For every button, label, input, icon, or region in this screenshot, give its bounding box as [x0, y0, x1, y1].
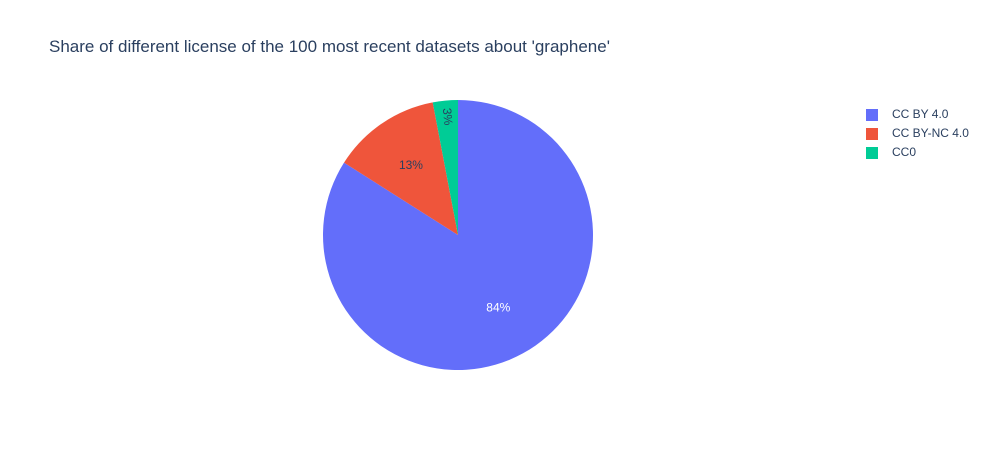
pie-slices: [323, 100, 593, 370]
legend-item-0[interactable]: CC BY 4.0: [866, 107, 949, 121]
legend-swatch-0: [866, 109, 878, 121]
legend-swatch-2: [866, 147, 878, 159]
pie-slice-label-0: 84%: [486, 301, 510, 315]
pie-slice-label-1: 13%: [399, 158, 423, 172]
legend-item-1[interactable]: CC BY-NC 4.0: [866, 126, 969, 140]
legend-label-0: CC BY 4.0: [892, 107, 949, 121]
pie-slice-1[interactable]: [344, 102, 458, 235]
pie-labels: 84% 13% 3%: [399, 107, 511, 314]
pie-slice-label-2: 3%: [440, 107, 456, 126]
legend-swatch-1: [866, 128, 878, 140]
legend-label-1: CC BY-NC 4.0: [892, 126, 969, 140]
chart-title: Share of different license of the 100 mo…: [49, 37, 610, 56]
pie-slice-2[interactable]: [432, 100, 458, 235]
legend: CC BY 4.0 CC BY-NC 4.0 CC0: [866, 107, 969, 159]
legend-label-2: CC0: [892, 145, 916, 159]
legend-item-2[interactable]: CC0: [866, 145, 916, 159]
